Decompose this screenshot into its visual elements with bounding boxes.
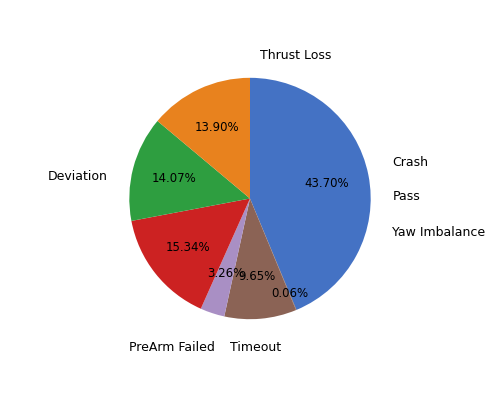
Wedge shape: [201, 198, 250, 316]
Text: Timeout: Timeout: [230, 341, 281, 354]
Wedge shape: [224, 198, 296, 319]
Text: Yaw Imbalance: Yaw Imbalance: [392, 226, 486, 239]
Wedge shape: [158, 78, 250, 198]
Wedge shape: [130, 121, 250, 221]
Wedge shape: [250, 78, 370, 310]
Text: 0.06%: 0.06%: [271, 287, 308, 300]
Wedge shape: [250, 198, 296, 310]
Text: Pass: Pass: [392, 190, 420, 202]
Text: 9.65%: 9.65%: [238, 270, 276, 283]
Text: Crash: Crash: [392, 156, 428, 169]
Text: PreArm Failed: PreArm Failed: [128, 341, 214, 354]
Text: 13.90%: 13.90%: [194, 121, 239, 134]
Wedge shape: [132, 198, 250, 309]
Text: 15.34%: 15.34%: [166, 241, 211, 254]
Text: 14.07%: 14.07%: [152, 172, 196, 185]
Text: Deviation: Deviation: [48, 170, 108, 183]
Text: 43.70%: 43.70%: [304, 177, 349, 190]
Text: Thrust Loss: Thrust Loss: [260, 49, 332, 62]
Text: 3.26%: 3.26%: [207, 266, 244, 279]
